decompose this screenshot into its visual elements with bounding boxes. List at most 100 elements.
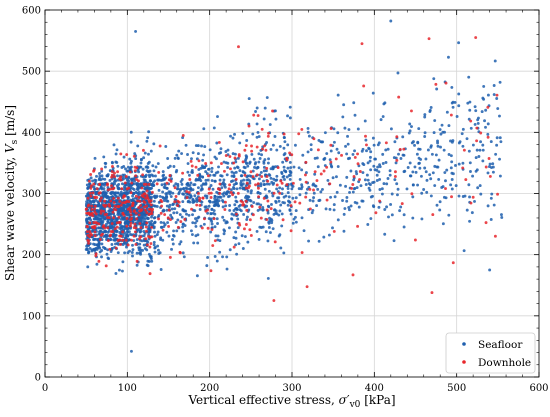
point-downhole [190,164,194,168]
point-seafloor [321,187,324,191]
point-seafloor [392,239,396,243]
point-seafloor [348,190,351,194]
point-downhole [87,239,91,243]
point-downhole [157,217,161,221]
point-seafloor [170,216,174,219]
point-seafloor [374,157,377,161]
point-seafloor [152,183,156,187]
point-seafloor [134,202,138,206]
point-downhole [266,134,270,138]
point-downhole [479,131,483,135]
point-seafloor [449,183,453,187]
point-seafloor [235,252,239,256]
point-seafloor [357,205,361,209]
point-seafloor [155,195,158,199]
point-seafloor [488,165,491,169]
point-seafloor [213,203,217,207]
point-seafloor [164,176,168,180]
point-seafloor [156,162,160,165]
point-downhole [118,177,121,181]
point-seafloor [310,211,314,215]
point-seafloor [130,349,133,353]
point-seafloor [149,179,152,183]
point-seafloor [378,165,382,169]
point-seafloor [319,190,323,194]
point-downhole [400,202,404,206]
point-downhole [232,245,236,249]
point-seafloor [113,182,117,186]
point-seafloor [241,187,245,191]
point-seafloor [148,196,152,200]
point-seafloor [498,157,501,161]
point-seafloor [215,141,219,145]
point-downhole [469,119,473,123]
point-seafloor [289,166,293,170]
point-seafloor [225,173,229,177]
point-downhole [86,204,90,208]
point-seafloor [127,179,131,183]
point-downhole [87,179,91,183]
point-downhole [179,220,183,224]
point-seafloor [236,156,240,160]
point-seafloor [159,268,163,271]
point-downhole [197,192,200,195]
point-seafloor [207,204,211,208]
point-seafloor [231,136,235,140]
point-seafloor [284,194,288,198]
point-seafloor [146,166,150,169]
point-seafloor [211,211,215,215]
point-downhole [119,152,123,156]
point-seafloor [365,149,368,153]
point-seafloor [114,152,118,156]
point-seafloor [264,230,268,234]
point-seafloor [201,158,205,162]
point-downhole [486,105,490,109]
point-seafloor [291,221,295,225]
point-seafloor [228,204,232,207]
point-seafloor [262,179,265,183]
point-seafloor [135,187,139,191]
point-seafloor [451,100,455,104]
point-seafloor [212,209,216,212]
point-seafloor [222,218,226,222]
point-downhole [133,230,137,234]
point-seafloor [335,147,339,151]
point-seafloor [257,135,261,138]
point-seafloor [148,175,152,179]
point-seafloor [105,252,109,256]
point-seafloor [90,248,94,252]
point-downhole [89,232,92,236]
point-seafloor [184,143,188,147]
point-seafloor [492,93,496,96]
point-downhole [256,182,260,186]
point-downhole [325,198,329,202]
point-seafloor [161,178,165,182]
point-seafloor [261,206,265,209]
point-seafloor [161,190,165,194]
point-seafloor [264,169,268,173]
point-seafloor [346,157,350,161]
point-seafloor [101,201,104,205]
point-seafloor [131,243,134,247]
point-seafloor [461,144,465,148]
point-seafloor [190,170,194,174]
point-seafloor [188,196,192,200]
point-seafloor [230,217,234,221]
point-downhole [356,224,360,228]
point-seafloor [270,221,274,225]
point-downhole [166,216,170,220]
point-seafloor [438,128,442,131]
point-seafloor [139,229,143,233]
point-downhole [474,36,478,39]
point-downhole [488,174,492,178]
point-seafloor [417,127,421,131]
point-seafloor [187,213,191,217]
point-downhole [163,213,167,216]
point-seafloor [450,187,454,191]
point-seafloor [136,192,140,195]
point-seafloor [336,131,340,135]
point-seafloor [383,208,387,211]
point-seafloor [132,191,136,195]
point-seafloor [234,195,238,199]
point-downhole [248,218,252,222]
